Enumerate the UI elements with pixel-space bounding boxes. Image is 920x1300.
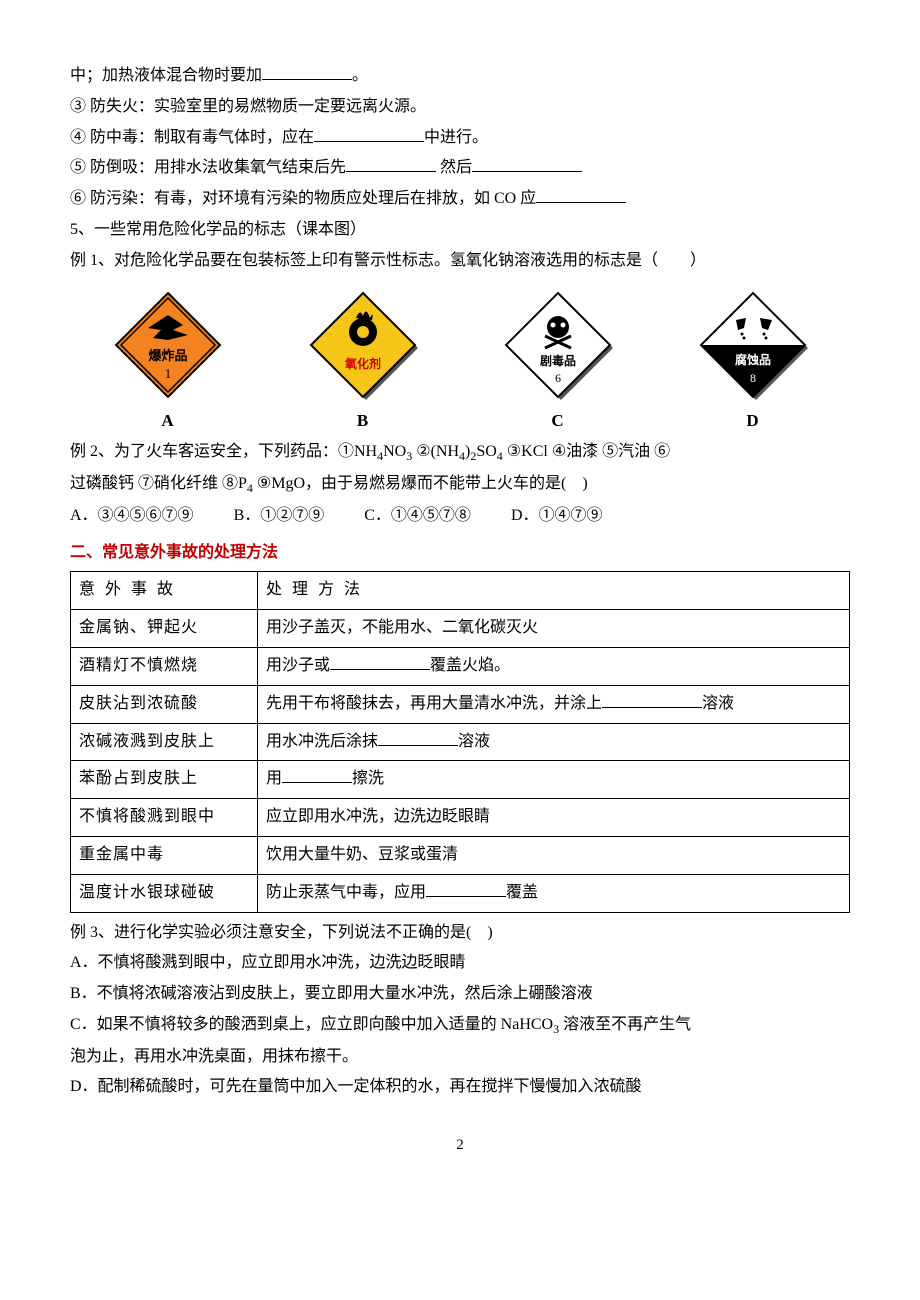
hazard-sign-c: 剧毒品 6 C (503, 290, 613, 437)
accident-name: 浓碱液溅到皮肤上 (71, 723, 258, 761)
text: 中进行。 (424, 129, 488, 146)
example-3-d: D．配制稀硫酸时，可先在量筒中加入一定体积的水，再在搅拌下慢慢加入浓硫酸 (70, 1073, 850, 1102)
fill-blank[interactable] (426, 896, 506, 897)
accident-name: 酒精灯不慎燃烧 (71, 647, 258, 685)
text: ⑤ 防倒吸：用排水法收集氧气结束后先 (70, 159, 346, 176)
svg-text:1: 1 (164, 366, 171, 381)
text: 。 (352, 67, 368, 84)
text: 过磷酸钙 ⑦硝化纤维 ⑧P (70, 475, 247, 492)
option-b[interactable]: B．①②⑦⑨ (234, 502, 325, 531)
text: NO (383, 443, 406, 460)
oxidizer-icon: 氧化剂 (308, 290, 418, 400)
accident-name: 不慎将酸溅到眼中 (71, 799, 258, 837)
accident-name: 金属钠、钾起火 (71, 610, 258, 648)
text: C．如果不慎将较多的酸洒到桌上，应立即向酸中加入适量的 NaHCO (70, 1016, 553, 1033)
table-row: 酒精灯不慎燃烧用沙子或覆盖火焰。 (71, 647, 850, 685)
table-row: 苯酚占到皮肤上用擦洗 (71, 761, 850, 799)
accident-method: 防止汞蒸气中毒，应用覆盖 (258, 874, 850, 912)
text: SO (476, 443, 496, 460)
option-a[interactable]: A．③④⑤⑥⑦⑨ (70, 502, 194, 531)
table-row: 温度计水银球碰破防止汞蒸气中毒，应用覆盖 (71, 874, 850, 912)
page-number: 2 (70, 1132, 850, 1159)
explosive-icon: 爆炸品 1 (113, 290, 223, 400)
accident-method: 饮用大量牛奶、豆浆或蛋清 (258, 836, 850, 874)
fill-blank[interactable] (378, 745, 458, 746)
accident-method: 先用干布将酸抹去，再用大量清水冲洗，并涂上溶液 (258, 685, 850, 723)
table-row: 重金属中毒饮用大量牛奶、豆浆或蛋清 (71, 836, 850, 874)
accident-method: 应立即用水冲洗，边洗边眨眼睛 (258, 799, 850, 837)
example-2-line2: 过磷酸钙 ⑦硝化纤维 ⑧P4 ⑨MgO，由于易燃易爆而不能带上火车的是( ) (70, 470, 850, 500)
option-d[interactable]: D．①④⑦⑨ (511, 502, 603, 531)
table-row: 不慎将酸溅到眼中应立即用水冲洗，边洗边眨眼睛 (71, 799, 850, 837)
sign-label-c: C (551, 406, 563, 437)
example-2-line1: 例 2、为了火车客运安全，下列药品：①NH4NO3 ②(NH4)2SO4 ③KC… (70, 438, 850, 468)
fill-blank[interactable] (330, 669, 430, 670)
svg-text:氧化剂: 氧化剂 (343, 356, 380, 371)
accident-name: 皮肤沾到浓硫酸 (71, 685, 258, 723)
accident-table: 意 外 事 故处 理 方 法金属钠、钾起火用沙子盖灭，不能用水、二氧化碳灭火酒精… (70, 571, 850, 912)
text: ②(NH (412, 443, 459, 460)
table-header-cell: 处 理 方 法 (258, 572, 850, 610)
accident-name: 重金属中毒 (71, 836, 258, 874)
sign-label-a: A (161, 406, 173, 437)
accident-method: 用沙子盖灭，不能用水、二氧化碳灭火 (258, 610, 850, 648)
text: ③KCl ④油漆 ⑤汽油 ⑥ (503, 443, 670, 460)
text: 例 2、为了火车客运安全，下列药品：①NH (70, 443, 377, 460)
text: ⑥ 防污染：有毒，对环境有污染的物质应处理后在排放，如 CO 应 (70, 190, 536, 207)
svg-text:爆炸品: 爆炸品 (148, 348, 187, 363)
fill-blank[interactable] (602, 707, 702, 708)
document-page: 中；加热液体混合物时要加 。 ③ 防失火：实验室里的易燃物质一定要远离火源。 ④ … (0, 0, 920, 1199)
example-3-c2: 泡为止，再用水冲洗桌面，用抹布擦干。 (70, 1043, 850, 1072)
accident-method: 用擦洗 (258, 761, 850, 799)
table-row: 金属钠、钾起火用沙子盖灭，不能用水、二氧化碳灭火 (71, 610, 850, 648)
example-3-a: A．不慎将酸溅到眼中，应立即用水冲洗，边洗边眨眼睛 (70, 949, 850, 978)
fill-blank[interactable] (536, 202, 626, 203)
hazard-sign-b: 氧化剂 B (308, 290, 418, 437)
text: 溶液至不再产生气 (559, 1016, 691, 1033)
svg-text:8: 8 (750, 371, 756, 385)
table-row: 浓碱液溅到皮肤上用水冲洗后涂抹溶液 (71, 723, 850, 761)
text: ⑨MgO，由于易燃易爆而不能带上火车的是( ) (253, 475, 588, 492)
line-2: ③ 防失火：实验室里的易燃物质一定要远离火源。 (70, 93, 850, 122)
example-3-b: B．不慎将浓碱溶液沾到皮肤上，要立即用大量水冲洗，然后涂上硼酸溶液 (70, 980, 850, 1009)
option-c[interactable]: C．①④⑤⑦⑧ (364, 502, 471, 531)
line-3: ④ 防中毒：制取有毒气体时，应在 中进行。 (70, 124, 850, 153)
line-1: 中；加热液体混合物时要加 。 (70, 62, 850, 91)
example-3-c1: C．如果不慎将较多的酸洒到桌上，应立即向酸中加入适量的 NaHCO3 溶液至不再… (70, 1011, 850, 1041)
table-header-cell: 意 外 事 故 (71, 572, 258, 610)
fill-blank[interactable] (262, 79, 352, 80)
table-row: 皮肤沾到浓硫酸先用干布将酸抹去，再用大量清水冲洗，并涂上溶液 (71, 685, 850, 723)
svg-text:腐蚀品: 腐蚀品 (734, 352, 770, 367)
svg-text:剧毒品: 剧毒品 (539, 353, 575, 368)
section-heading-2: 二、常见意外事故的处理方法 (70, 539, 850, 568)
svg-text:6: 6 (555, 371, 561, 385)
fill-blank[interactable] (282, 782, 352, 783)
accident-method: 用沙子或覆盖火焰。 (258, 647, 850, 685)
sign-label-d: D (746, 406, 758, 437)
fill-blank[interactable] (472, 171, 582, 172)
hazard-sign-d: 腐蚀品 8 D (698, 290, 808, 437)
sign-label-b: B (357, 406, 368, 437)
fill-blank[interactable] (314, 141, 424, 142)
example-3: 例 3、进行化学实验必须注意安全，下列说法不正确的是( ) (70, 919, 850, 948)
line-4: ⑤ 防倒吸：用排水法收集氧气结束后先 然后 (70, 154, 850, 183)
line-5: ⑥ 防污染：有毒，对环境有污染的物质应处理后在排放，如 CO 应 (70, 185, 850, 214)
hazard-signs-row: 爆炸品 1 A 氧化剂 B (70, 290, 850, 437)
example-1: 例 1、对危险化学品要在包装标签上印有警示性标志。氢氧化钠溶液选用的标志是（ ） (70, 247, 850, 276)
corrosive-icon: 腐蚀品 8 (698, 290, 808, 400)
accident-method: 用水冲洗后涂抹溶液 (258, 723, 850, 761)
toxic-icon: 剧毒品 6 (503, 290, 613, 400)
fill-blank[interactable] (346, 171, 436, 172)
accident-name: 苯酚占到皮肤上 (71, 761, 258, 799)
text: 中；加热液体混合物时要加 (70, 67, 262, 84)
line-6: 5、一些常用危险化学品的标志（课本图） (70, 216, 850, 245)
example-2-options: A．③④⑤⑥⑦⑨ B．①②⑦⑨ C．①④⑤⑦⑧ D．①④⑦⑨ (70, 502, 850, 531)
text: ④ 防中毒：制取有毒气体时，应在 (70, 129, 314, 146)
accident-name: 温度计水银球碰破 (71, 874, 258, 912)
hazard-sign-a: 爆炸品 1 A (113, 290, 223, 437)
text: 然后 (436, 159, 472, 176)
